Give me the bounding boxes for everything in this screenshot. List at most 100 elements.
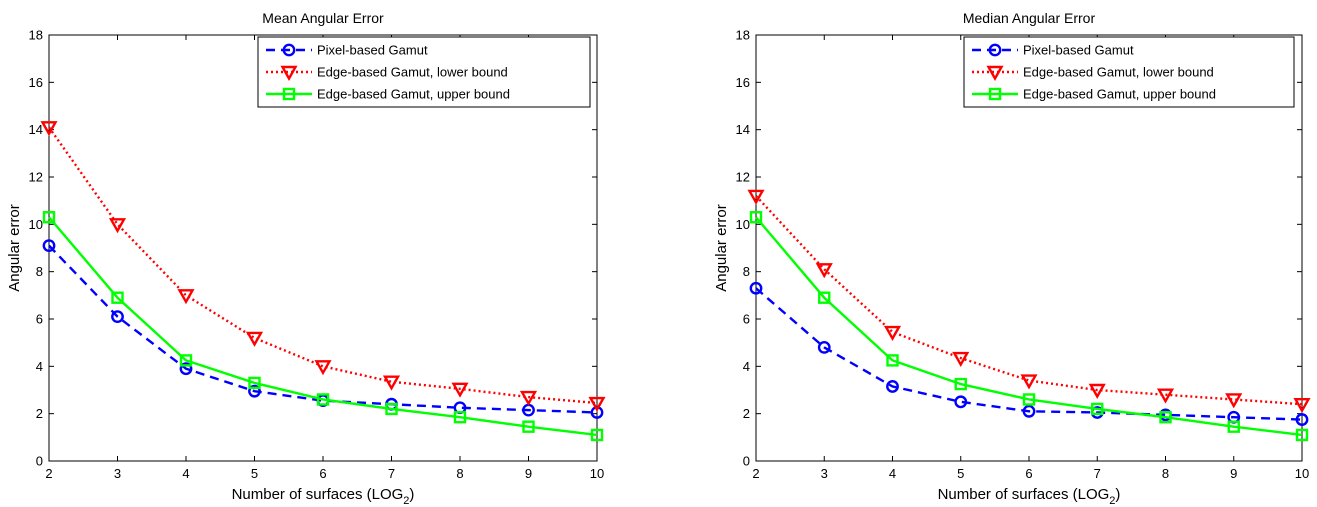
x-tick-label: 3 xyxy=(821,466,828,481)
legend-marker xyxy=(280,65,298,81)
data-point xyxy=(111,291,124,304)
legend-box xyxy=(963,36,1295,108)
series-line xyxy=(48,126,598,405)
data-point xyxy=(1091,402,1104,416)
x-axis-label-subscript: 2 xyxy=(1109,495,1115,507)
legend-marker xyxy=(988,43,1002,57)
y-tick-label: 6 xyxy=(743,312,750,327)
data-point xyxy=(1227,420,1240,433)
data-point xyxy=(522,420,535,433)
series-3 xyxy=(749,211,1309,442)
data-point xyxy=(316,393,330,406)
y-tick-label: 14 xyxy=(29,122,43,137)
legend-marker xyxy=(986,65,1004,81)
data-point xyxy=(519,390,538,407)
data-point xyxy=(1159,411,1172,424)
legend-marker xyxy=(282,43,296,57)
data-point xyxy=(1225,393,1243,409)
data-point xyxy=(385,402,398,416)
legend: Pixel-based Gamut Edge-based Gamut, lower… xyxy=(257,36,591,108)
x-axis-label-end: ) xyxy=(1115,486,1120,503)
data-point xyxy=(886,354,899,367)
x-axis-label-main: Number of surfaces (LOG xyxy=(938,486,1110,503)
legend-entry: Pixel-based Gamut xyxy=(1023,43,1134,58)
x-tick-label: 2 xyxy=(45,466,52,481)
data-point xyxy=(1295,428,1309,442)
x-tick-label: 10 xyxy=(1295,466,1309,481)
legend-entry: Edge-based Gamut, upper bound xyxy=(317,87,510,102)
y-tick-label: 6 xyxy=(36,312,43,327)
series-line xyxy=(755,287,1303,421)
data-point xyxy=(817,340,831,354)
data-point xyxy=(1022,404,1036,418)
legend-box xyxy=(257,36,591,108)
data-point xyxy=(818,291,831,304)
series-2 xyxy=(40,121,606,412)
x-tick-label: 7 xyxy=(388,466,395,481)
x-tick-label: 4 xyxy=(889,466,896,481)
x-axis-label: Number of surfaces (LOG2) xyxy=(938,486,1121,507)
legend-marker xyxy=(282,87,296,101)
y-tick-label: 4 xyxy=(743,359,750,374)
y-axis-label: Angular error xyxy=(6,204,23,292)
legend-entry: Edge-based Gamut, lower bound xyxy=(317,65,508,80)
legend-entry: Pixel-based Gamut xyxy=(317,43,428,58)
series-line xyxy=(48,244,598,414)
data-point xyxy=(177,289,195,305)
chart-title: Mean Angular Error xyxy=(262,10,384,26)
x-tick-label: 3 xyxy=(114,466,121,481)
legend: Pixel-based Gamut Edge-based Gamut, lower… xyxy=(963,36,1295,108)
y-tick-label: 8 xyxy=(36,264,43,279)
legend-entry: Edge-based Gamut, upper bound xyxy=(1023,87,1216,102)
x-tick-label: 5 xyxy=(251,466,258,481)
y-tick-label: 18 xyxy=(736,28,750,43)
data-point xyxy=(590,428,604,442)
data-point xyxy=(1295,413,1309,426)
x-axis-label-end: ) xyxy=(409,486,414,503)
data-point xyxy=(40,121,58,137)
data-point xyxy=(1022,393,1036,406)
x-tick-label: 9 xyxy=(1230,466,1237,481)
x-tick-label: 6 xyxy=(1025,466,1032,481)
data-point xyxy=(42,239,56,253)
data-point xyxy=(749,211,763,224)
data-point xyxy=(954,377,967,391)
y-tick-label: 0 xyxy=(743,454,750,469)
data-point xyxy=(382,375,401,391)
data-point xyxy=(245,331,264,347)
x-tick-label: 2 xyxy=(752,466,759,481)
y-tick-label: 12 xyxy=(29,170,43,185)
data-point xyxy=(248,376,261,390)
y-tick-label: 2 xyxy=(36,406,43,421)
y-tick-label: 10 xyxy=(29,217,43,232)
data-point xyxy=(1156,388,1175,404)
series-2 xyxy=(747,189,1311,414)
data-point xyxy=(179,354,193,367)
data-point xyxy=(451,382,469,398)
series-1 xyxy=(42,239,604,419)
data-point xyxy=(747,189,765,205)
data-point xyxy=(1020,374,1038,390)
data-point xyxy=(1088,383,1106,399)
x-tick-label: 7 xyxy=(1094,466,1101,481)
x-tick-label: 6 xyxy=(319,466,326,481)
data-point xyxy=(108,218,127,234)
data-point xyxy=(314,360,332,376)
legend-entry: Edge-based Gamut, lower bound xyxy=(1023,65,1214,80)
data-point xyxy=(42,211,56,224)
series-3 xyxy=(42,211,604,442)
y-axis-label: Angular error xyxy=(713,204,730,292)
x-axis-label-subscript: 2 xyxy=(403,495,409,507)
y-tick-label: 18 xyxy=(29,28,43,43)
y-tick-label: 16 xyxy=(29,75,43,90)
x-tick-label: 9 xyxy=(525,466,532,481)
data-point xyxy=(588,396,606,412)
data-point xyxy=(1293,398,1311,414)
data-point xyxy=(453,411,467,424)
chart-title: Median Angular Error xyxy=(963,10,1096,26)
legend-marker xyxy=(988,87,1002,101)
y-tick-label: 4 xyxy=(36,359,43,374)
data-point xyxy=(954,395,968,409)
